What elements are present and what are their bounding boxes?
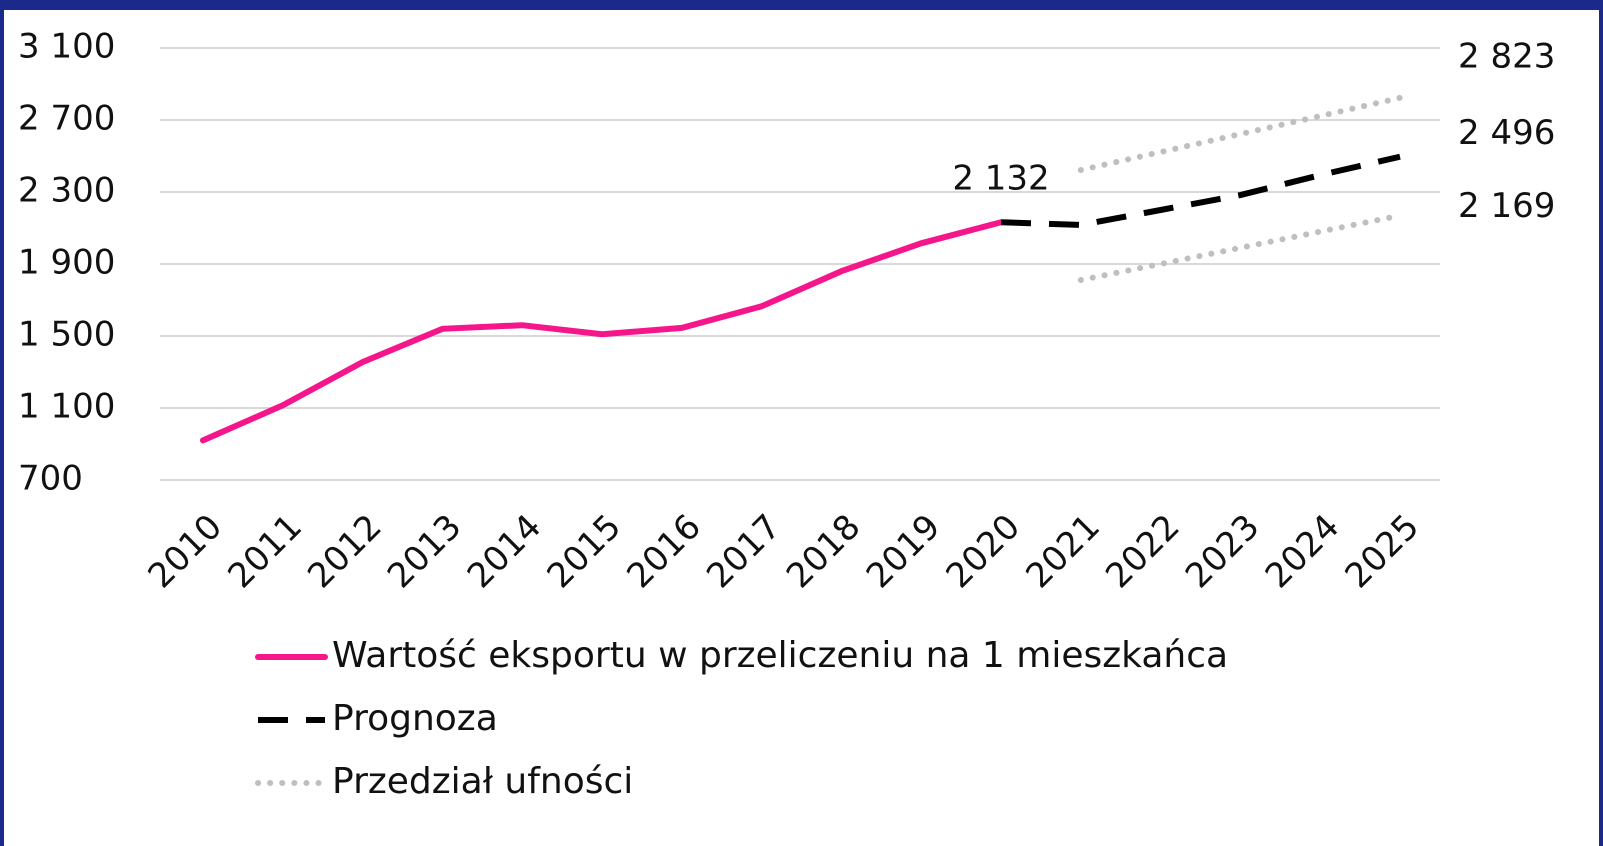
- y-tick-label: 2 300: [18, 171, 115, 211]
- data-label: 2 496: [1458, 113, 1555, 153]
- y-tick-label: 2 700: [18, 99, 115, 139]
- legend-label: Przedział ufności: [332, 761, 633, 802]
- series-line: [200, 219, 1004, 444]
- y-tick-label: 1 100: [18, 387, 115, 427]
- y-tick-label: 1 900: [18, 243, 115, 283]
- series-line: [1000, 153, 1401, 228]
- y-tick-label: 700: [18, 459, 83, 499]
- legend-label: Prognoza: [332, 698, 498, 739]
- data-label: 2 169: [1458, 186, 1555, 226]
- data-label: 2 132: [952, 159, 1049, 199]
- legend-label: Wartość eksportu w przeliczeniu na 1 mie…: [332, 635, 1228, 676]
- data-label: 2 823: [1458, 36, 1555, 76]
- background: [4, 10, 1599, 846]
- y-tick-label: 1 500: [18, 315, 115, 355]
- y-tick-label: 3 100: [18, 27, 115, 67]
